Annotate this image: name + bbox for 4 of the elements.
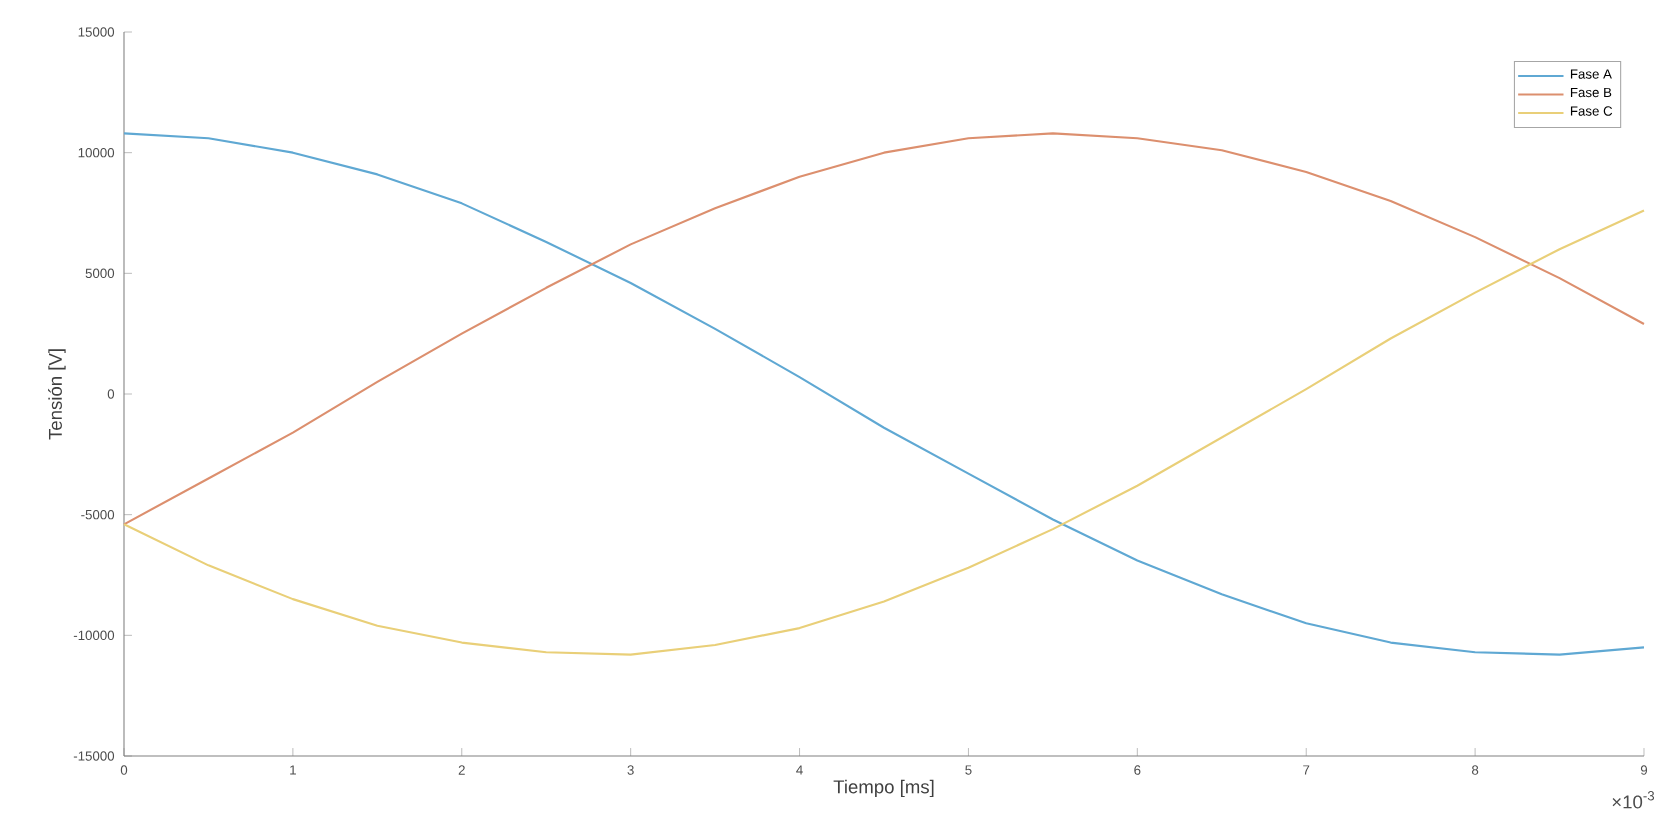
text: ×10$^{-3}$ bbox=[1612, 791, 1655, 809]
line-series bbox=[122, 132, 1646, 526]
y-axis-title: Tensión [V] bbox=[48, 349, 66, 440]
x-axis-title: Tiempo [ms] bbox=[833, 779, 934, 798]
